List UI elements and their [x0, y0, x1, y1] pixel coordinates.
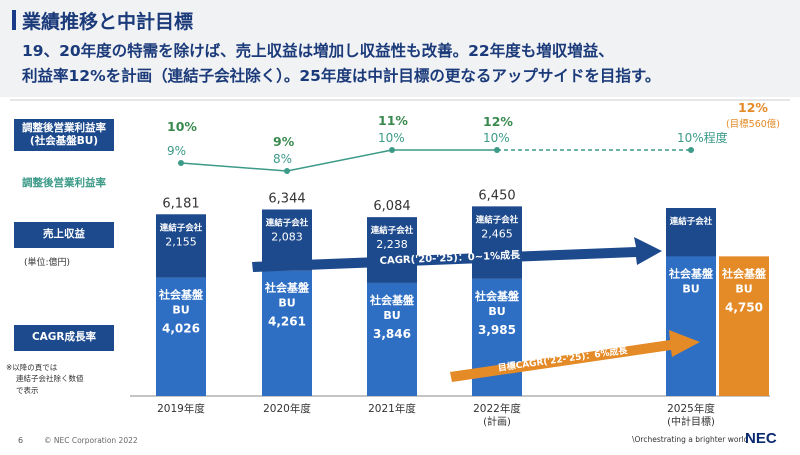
- footnote-line-1: ※以降の頁では: [6, 363, 58, 372]
- bar-bu-label2-4: BU: [735, 282, 752, 295]
- margin-total-label-4: 10%程度: [677, 130, 728, 145]
- label-revenue: 売上収益: [14, 222, 114, 248]
- page-title: 業績推移と中計目標: [22, 11, 194, 33]
- category-label-1: 2020年度: [263, 402, 311, 415]
- subtitle-line-1: 19、20年度の特需を除けば、売上収益は増加し収益性も改善。22年度も増収増益、: [22, 42, 614, 60]
- bar-bu-value-2: 3,846: [373, 327, 411, 341]
- category-label-2: 2021年度: [368, 402, 416, 415]
- cagr-total-arrow: [252, 237, 662, 272]
- margin-total-label-3: 10%: [483, 131, 510, 145]
- bar-bu-label2-2: BU: [383, 309, 400, 322]
- bar-bu-1: [262, 270, 312, 396]
- margin-bu-label-4: 12%: [738, 100, 768, 115]
- margin-point-2: [389, 147, 395, 153]
- category-label-4: 2025年度: [667, 402, 715, 415]
- title-accent-bar: [12, 10, 16, 30]
- bar-total-2: 6,084: [373, 199, 410, 214]
- bar-subsidiary-value-3: 2,465: [481, 227, 513, 240]
- margin-bu-label-0: 10%: [167, 119, 197, 134]
- bar-bu-label2-3: BU: [488, 305, 505, 318]
- footnote-line-2: 連結子会社除く数値: [16, 374, 84, 384]
- bar-bu-4: [719, 256, 769, 396]
- bar-subsidiary-value-2: 2,238: [376, 238, 408, 251]
- margin-total-label-1: 8%: [273, 152, 292, 166]
- subtitle-line-2: 利益率12%を計画（連結子会社除く）。25年度は中計目標の更なるアップサイドを目…: [22, 67, 661, 85]
- margin-point-3: [494, 147, 500, 153]
- margin-total-label-0: 9%: [167, 144, 186, 158]
- bar-bu-label1-4: 社会基盤: [721, 266, 767, 280]
- copyright: © NEC Corporation 2022: [44, 436, 138, 445]
- bar-2025-bu-base: [666, 256, 716, 396]
- bar-total-0: 6,181: [162, 196, 199, 211]
- margin-point-0: [178, 160, 184, 166]
- category-sublabel-4: (中計目標): [667, 415, 715, 428]
- bar-bu-2: [367, 282, 417, 396]
- label-bu-margin-line2: (社会基盤BU): [29, 135, 99, 147]
- margin-line-seg-1: [286, 149, 393, 172]
- bar-bu-0: [156, 277, 206, 396]
- bar-subsidiary-label-1: 連結子会社: [266, 217, 309, 228]
- bar-subsidiary-label-2: 連結子会社: [371, 225, 414, 236]
- footnote: ※以降の頁では 連結子会社除く数値 で表示: [6, 362, 84, 396]
- bar-subsidiary-3: [472, 206, 522, 279]
- bar-subsidiary-2: [367, 217, 417, 283]
- margin-target-note: (目標560億): [726, 118, 780, 130]
- bar-2025-bu-label2: BU: [682, 282, 699, 295]
- bar-bu-label2-0: BU: [172, 304, 189, 317]
- bar-subsidiary-value-0: 2,155: [165, 235, 197, 248]
- margin-bu-label-3: 12%: [483, 114, 513, 129]
- bar-subsidiary-0: [156, 214, 206, 278]
- nec-logo: NEC: [745, 430, 777, 447]
- bar-total-1: 6,344: [268, 191, 305, 206]
- category-label-3: 2022年度: [473, 402, 521, 415]
- bar-2025-subsidiary-label: 連結子会社: [670, 216, 713, 227]
- bar-total-3: 6,450: [478, 188, 515, 203]
- category-label-0: 2019年度: [157, 402, 205, 415]
- bar-2025-bu-label1: 社会基盤: [668, 266, 714, 280]
- margin-bu-label-2: 11%: [378, 113, 408, 128]
- cagr-bu-arrow: [450, 330, 700, 382]
- label-bu-margin-line1: 調整後営業利益率: [22, 121, 106, 134]
- bar-bu-value-1: 4,261: [268, 315, 306, 329]
- tagline: \Orchestrating a brighter world: [632, 435, 749, 444]
- footnote-line-3: で表示: [16, 385, 39, 395]
- bar-bu-label1-2: 社会基盤: [369, 293, 415, 307]
- bar-subsidiary-label-3: 連結子会社: [476, 214, 519, 225]
- category-sublabel-3: (計画): [483, 415, 511, 428]
- bar-bu-label2-1: BU: [278, 297, 295, 310]
- margin-point-4: [688, 147, 694, 153]
- margin-bu-label-1: 9%: [273, 134, 295, 149]
- margin-line-seg-0: [180, 162, 288, 172]
- bar-bu-label1-0: 社会基盤: [158, 288, 204, 302]
- label-cagr: CAGR成長率: [14, 325, 114, 351]
- bar-bu-value-3: 3,985: [478, 323, 516, 337]
- label-total-margin: 調整後営業利益率: [22, 176, 106, 189]
- margin-point-1: [284, 168, 290, 174]
- label-bu-margin: 調整後営業利益率 (社会基盤BU): [14, 119, 114, 151]
- bar-bu-label1-1: 社会基盤: [264, 281, 310, 295]
- bar-bu-value-4: 4,750: [725, 300, 763, 314]
- bar-subsidiary-value-1: 2,083: [271, 230, 303, 243]
- page-number: 6: [18, 436, 24, 445]
- bar-bu-label1-3: 社会基盤: [474, 289, 520, 303]
- bar-bu-value-0: 4,026: [162, 322, 200, 336]
- header-band: [0, 0, 800, 97]
- margin-total-label-2: 10%: [378, 131, 405, 145]
- bar-subsidiary-label-0: 連結子会社: [160, 222, 203, 233]
- label-unit: (単位:億円): [24, 258, 71, 268]
